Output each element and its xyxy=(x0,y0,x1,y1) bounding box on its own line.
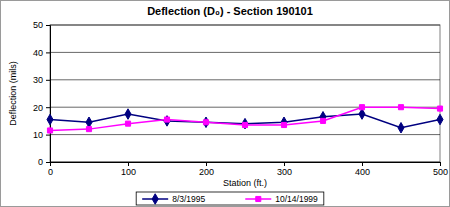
grid-line xyxy=(50,134,440,135)
tick: 50 xyxy=(33,20,50,30)
tick-label: 0 xyxy=(38,157,43,167)
tick-label: 200 xyxy=(199,167,214,177)
axis-line xyxy=(51,163,441,167)
tick-label: 100 xyxy=(121,167,136,177)
tick-label: 40 xyxy=(33,48,43,58)
tick: 500 xyxy=(433,162,448,177)
marker xyxy=(359,105,364,110)
axis-line xyxy=(46,26,51,163)
series-line xyxy=(50,107,440,130)
marker xyxy=(164,117,169,122)
tick-mark xyxy=(46,162,50,163)
x-axis: 0 100 200 300 400 500 xyxy=(48,162,448,177)
marker xyxy=(164,116,170,127)
marker xyxy=(398,105,403,110)
tick: 400 xyxy=(355,162,370,177)
tick-mark xyxy=(46,107,50,108)
legend-marker xyxy=(256,196,261,201)
chart: 0 100 200 300 400 500 0 10 20 30 40 50 Deflection (D… xyxy=(0,0,450,207)
series-group xyxy=(47,105,443,133)
tick-mark xyxy=(46,52,50,53)
grid-line xyxy=(50,52,440,53)
tick-mark xyxy=(440,162,441,166)
legend: 8/3/1995 10/14/1999 xyxy=(136,192,324,205)
tick-label: 30 xyxy=(33,75,43,85)
tick: 100 xyxy=(121,162,136,177)
marker xyxy=(242,122,247,127)
marker xyxy=(125,121,130,126)
plot-frame xyxy=(50,25,440,162)
legend-box xyxy=(136,192,324,205)
title: Deflection (D₀) - Section 190101 xyxy=(147,5,313,17)
tick: 200 xyxy=(199,162,214,177)
marker xyxy=(47,114,53,125)
marker xyxy=(242,118,248,129)
plot: 0 100 200 300 400 500 0 10 20 30 40 50 xyxy=(33,20,448,177)
legend-item: 8/3/1995 xyxy=(142,194,205,205)
marker xyxy=(437,114,443,125)
tick-mark xyxy=(128,162,129,166)
marker xyxy=(203,120,208,125)
marker xyxy=(437,106,442,111)
tick-label: 0 xyxy=(48,167,53,177)
marker xyxy=(86,127,91,132)
grid xyxy=(50,25,440,162)
marker xyxy=(398,122,404,133)
chart-border xyxy=(1,1,450,207)
marker xyxy=(86,117,92,128)
tick-mark xyxy=(46,135,50,136)
legend-label: 8/3/1995 xyxy=(172,194,205,204)
tick-mark xyxy=(206,162,207,166)
grid-line xyxy=(50,25,440,26)
tick-label: 500 xyxy=(433,167,448,177)
tick: 0 xyxy=(38,157,50,167)
tick: 20 xyxy=(33,103,50,113)
marker xyxy=(125,109,131,120)
marker xyxy=(281,117,287,128)
tick: 0 xyxy=(48,162,53,177)
tick: 30 xyxy=(33,75,50,85)
tick-label: 400 xyxy=(355,167,370,177)
tick-label: 300 xyxy=(277,167,292,177)
tick: 40 xyxy=(33,48,50,58)
marker xyxy=(47,128,52,133)
legend-label: 10/14/1999 xyxy=(275,194,318,204)
tick-mark xyxy=(46,25,50,26)
tick-mark xyxy=(362,162,363,166)
marker xyxy=(281,122,286,127)
x-axis-title: Station (ft.) xyxy=(223,178,267,188)
tick-label: 20 xyxy=(33,103,43,113)
tick: 300 xyxy=(277,162,292,177)
marker xyxy=(203,117,209,128)
marker xyxy=(320,118,325,123)
tick-mark xyxy=(284,162,285,166)
tick-label: 10 xyxy=(33,130,43,140)
tick-mark xyxy=(46,80,50,81)
y-axis: 0 10 20 30 40 50 xyxy=(33,20,51,167)
grid-line xyxy=(50,79,440,80)
marker xyxy=(359,109,365,120)
y-axis-title: Deflection (mils) xyxy=(8,61,18,126)
tick-label: 50 xyxy=(33,20,43,30)
legend-marker xyxy=(152,194,158,205)
legend-item: 10/14/1999 xyxy=(245,194,318,204)
